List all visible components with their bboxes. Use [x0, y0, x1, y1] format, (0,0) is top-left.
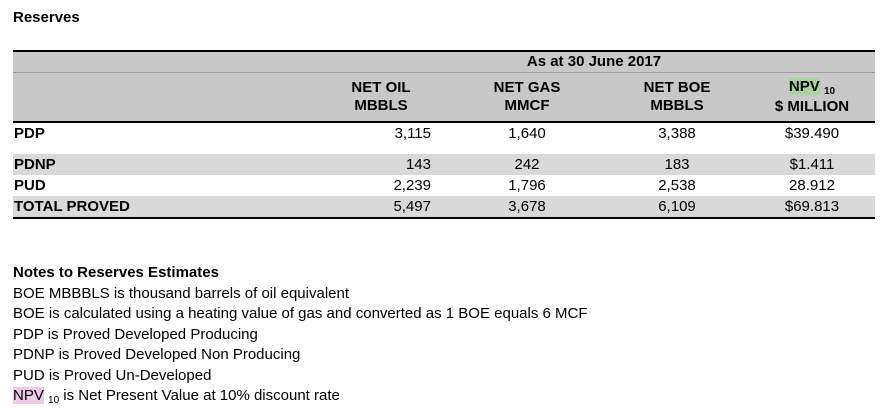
row-label: PUD [14, 176, 46, 194]
col-header-line1: NET GAS [493, 79, 561, 96]
group-header-row: As at 30 June 2017 [13, 52, 875, 73]
cell-net-boe: 183 [605, 154, 749, 175]
table-row-total-proved: TOTAL PROVED 5,497 3,678 6,109 $69.813 [13, 196, 875, 219]
cell-net-oil: 2,239 [393, 176, 431, 194]
note-line: BOE MBBBLS is thousand barrels of oil eq… [13, 284, 350, 302]
cell-net-gas: 1,640 [508, 124, 546, 142]
table-row-pud: PUD 2,239 1,796 2,538 28.912 [13, 175, 875, 196]
cell-net-gas: 1,796 [508, 176, 546, 194]
cell-net-boe: 2,538 [658, 176, 696, 194]
cell-npv: $1.411 [749, 154, 875, 175]
column-header-row: NET OIL MBBLS NET GAS MMCF NET BOE MBBLS… [13, 72, 875, 123]
row-label: PDP [14, 124, 45, 142]
table-row-pdnp: PDNP 143 242 183 $1.411 [13, 154, 875, 175]
cell-net-gas: 3,678 [449, 196, 605, 219]
cell-npv: $39.490 [784, 124, 840, 142]
npv-definition: is Net Present Value at 10% discount rat… [59, 387, 340, 404]
col-header-line2: $ MILLION [774, 98, 850, 115]
col-header-line1: NET OIL [351, 79, 411, 96]
notes-title: Notes to Reserves Estimates [13, 264, 219, 281]
note-line-npv: NPV 10 is Net Present Value at 10% disco… [13, 386, 588, 409]
row-label: PDNP [13, 154, 313, 175]
npv-term: NPV [13, 387, 44, 404]
row-label: TOTAL PROVED [13, 196, 313, 219]
npv-subscript: 10 [823, 86, 836, 97]
npv-term-subscript: 10 [48, 395, 60, 406]
note-line: BOE is calculated using a heating value … [13, 305, 588, 322]
table-row-pdp: PDP 3,115 1,640 3,388 $39.490 [13, 122, 875, 144]
reserves-table: As at 30 June 2017 NET OIL MBBLS NET GAS… [13, 50, 875, 219]
cell-net-boe: 6,109 [605, 196, 749, 219]
col-header-net-oil: NET OIL MBBLS [313, 72, 449, 123]
cell-net-oil: 5,497 [313, 196, 449, 219]
col-header-line2: MBBLS [650, 97, 704, 114]
cell-net-gas: 242 [449, 154, 605, 175]
cell-net-oil: 143 [313, 154, 449, 175]
note-line: PDNP is Proved Developed Non Producing [13, 346, 301, 363]
cell-npv: $69.813 [749, 196, 875, 219]
cell-npv: 28.912 [789, 176, 835, 194]
group-header: As at 30 June 2017 [313, 52, 875, 73]
npv-label: NPV [788, 78, 820, 95]
cell-net-oil: 3,115 [394, 124, 431, 142]
page-title: Reserves [13, 9, 80, 26]
col-header-net-gas: NET GAS MMCF [449, 72, 605, 123]
col-header-net-boe: NET BOE MBBLS [605, 72, 749, 123]
note-line: PUD is Proved Un-Developed [13, 366, 212, 384]
col-header-line2: MMCF [504, 97, 550, 114]
col-header-line2: MBBLS [354, 97, 408, 114]
col-header-npv: NPV 10 $ MILLION [749, 72, 875, 123]
notes-section: Notes to Reserves Estimates BOE MBBBLS i… [13, 263, 588, 409]
col-header-line1: NET BOE [643, 79, 711, 96]
note-line: PDP is Proved Developed Producing [13, 325, 258, 343]
cell-net-boe: 3,388 [658, 124, 696, 142]
